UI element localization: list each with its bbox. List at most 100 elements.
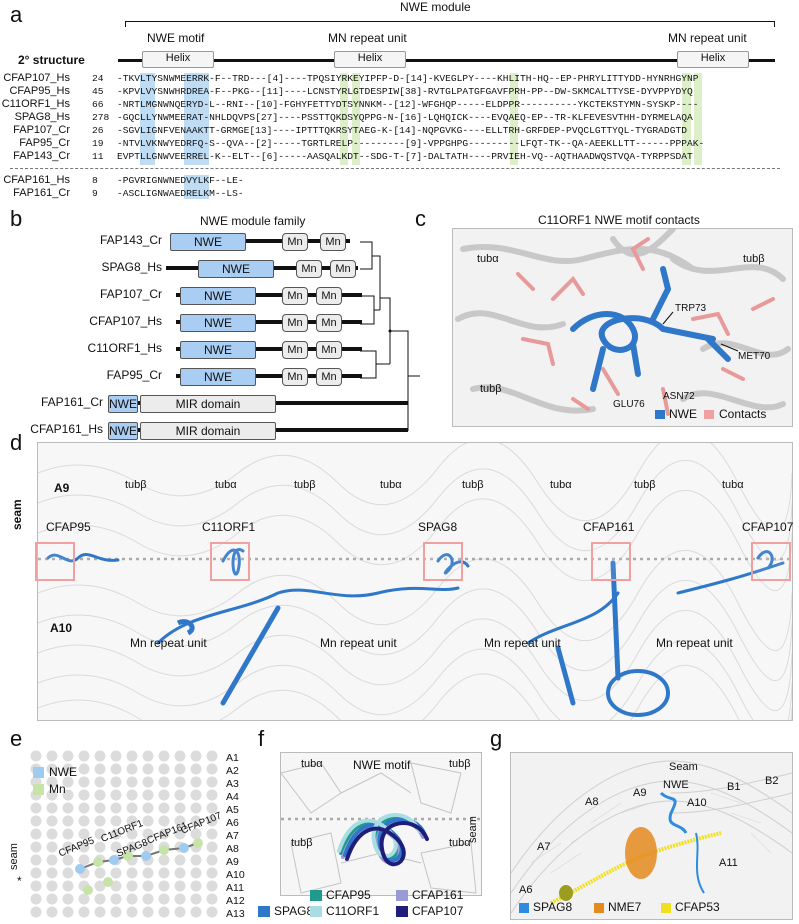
lattice-dot-grid: [30, 750, 218, 918]
seam-label-f: seam: [467, 816, 479, 843]
lattice-dot: [142, 880, 154, 892]
nwe-box: NWE: [180, 341, 256, 359]
family-name: CFAP107_Hs: [89, 314, 162, 328]
lattice-dot: [126, 815, 138, 827]
nwe-box: NWE: [180, 314, 256, 332]
helix-box-3: Helix: [677, 51, 749, 68]
lattice-dot: [30, 828, 42, 840]
lattice-dot: [190, 867, 202, 879]
row-label-a10: A10: [50, 621, 73, 635]
lattice-dot: [62, 880, 74, 892]
lattice-dot: [206, 906, 218, 918]
tub-alpha-f2: tubα: [449, 837, 471, 849]
lattice-dot: [94, 802, 106, 814]
panel-b-letter: b: [10, 206, 23, 231]
panel-c-letter: c: [415, 206, 426, 231]
lattice-dot: [158, 789, 170, 801]
tub-label-d: tubα: [380, 479, 402, 491]
lattice-dot: [158, 893, 170, 905]
nwe-highlight-c: [184, 175, 209, 199]
lattice-dot: [126, 867, 138, 879]
lattice-dot: [126, 906, 138, 918]
seq-name: C11ORF1_Hs: [1, 98, 70, 110]
family-line: [176, 320, 362, 324]
tub-beta-label-c2: tubβ: [480, 383, 502, 395]
family-name: FAP161_Cr: [40, 395, 103, 409]
row-label: A2: [226, 765, 239, 777]
lattice-dot: [110, 880, 122, 892]
lattice-dot: [62, 906, 74, 918]
legend-f: CFAP95 CFAP161 SPAG8 C11ORF1 CFAP107: [258, 888, 488, 922]
lattice-dot: [110, 906, 122, 918]
lattice-dot: [94, 763, 106, 775]
legend-contacts-swatch: [704, 410, 714, 419]
lattice-dot: [142, 776, 154, 788]
ciliary-structure-drawing: [510, 760, 793, 914]
lattice-dot: [158, 750, 170, 762]
tub-alpha-label-c: tubα: [477, 253, 499, 265]
seq-text: -GQCLLYNWMEERAT-NHLDQVPS[27]----PSSTTQKD…: [117, 112, 693, 123]
lattice-dot: [62, 867, 74, 879]
lattice-dot: [174, 763, 186, 775]
lattice-dot: [30, 750, 42, 762]
mn-box: Mn: [316, 368, 342, 386]
module-tick-left: [125, 21, 126, 27]
lattice-dot: [190, 802, 202, 814]
family-name: C11ORF1_Hs: [87, 341, 162, 355]
mn-box: Mn: [330, 260, 356, 278]
protein-label-c11orf1: C11ORF1: [202, 520, 256, 534]
lattice-dot: [30, 893, 42, 905]
tub-label-d: tubα: [550, 479, 572, 491]
legend-nwe-label-e: NWE: [49, 765, 77, 779]
lattice-dot: [158, 815, 170, 827]
mn-box: Mn: [282, 287, 308, 305]
seq-name: FAP107_Cr: [13, 124, 70, 136]
lattice-dot: [142, 867, 154, 879]
lattice-dot: [94, 828, 106, 840]
mir-domain-box: MIR domain: [140, 422, 276, 440]
mir-domain-box: MIR domain: [140, 395, 276, 413]
legend-nwe-swatch-e: [33, 767, 44, 778]
mn-repeat-label-1: MN repeat unit: [328, 31, 407, 45]
mn-highlight-5: [694, 73, 702, 165]
mn-repeat-label-d: Mn repeat unit: [484, 636, 561, 650]
legend-label: CFAP95: [326, 888, 371, 902]
lattice-dot: [190, 776, 202, 788]
lattice-dot: [62, 776, 74, 788]
lattice-dot: [94, 893, 106, 905]
lattice-dot: [158, 880, 170, 892]
lattice-dot: [78, 854, 90, 866]
lattice-dot: [94, 789, 106, 801]
lattice-dot: [110, 841, 122, 853]
nwe-box: NWE: [198, 260, 274, 278]
asn72-label: ASN72: [663, 391, 695, 402]
mn-box: Mn: [282, 341, 308, 359]
lattice-dot: [174, 815, 186, 827]
lattice-dot: [46, 841, 58, 853]
lattice-dot: [142, 802, 154, 814]
lattice-dot: [46, 802, 58, 814]
row-label: A12: [226, 895, 245, 907]
lattice-dot: [126, 841, 138, 853]
legend-swatch: [258, 906, 270, 917]
lattice-dot: [78, 893, 90, 905]
seq-text: -TKVLTYSNWMEERRK-F--TRD---[4]----TPQSIYR…: [117, 73, 699, 84]
seq-num: 24: [92, 73, 104, 84]
family-line: [176, 347, 362, 351]
lattice-dot: [142, 906, 154, 918]
seq-name: FAP95_Cr: [19, 137, 70, 149]
legend-nwe-swatch: [655, 410, 665, 419]
seq-text: -SGVLIGNFVENAAKTT-GRMGE[13]----IPTTTQKRS…: [117, 125, 687, 136]
row-label: A8: [226, 843, 239, 855]
lattice-dot: [158, 867, 170, 879]
family-line: [176, 293, 362, 297]
nwe-overlay-drawing: [280, 762, 481, 894]
lattice-dot: [174, 893, 186, 905]
panel-f-letter: f: [258, 726, 265, 751]
module-tick-right: [774, 21, 775, 27]
lattice-dot: [174, 880, 186, 892]
lattice-dot: [110, 763, 122, 775]
seq-num: 8: [92, 175, 98, 186]
lattice-dot: [206, 893, 218, 905]
seq-name: CFAP107_Hs: [3, 72, 70, 84]
